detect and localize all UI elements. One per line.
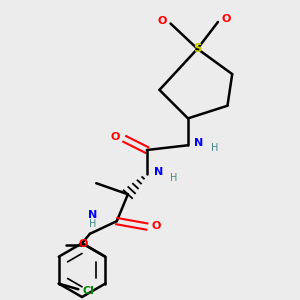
Text: N: N (194, 138, 204, 148)
Text: Cl: Cl (82, 286, 94, 296)
Text: O: O (158, 16, 167, 26)
Text: O: O (110, 132, 120, 142)
Text: H: H (170, 172, 177, 182)
Text: S: S (193, 42, 202, 55)
Text: H: H (211, 143, 218, 153)
Text: N: N (88, 210, 98, 220)
Text: O: O (79, 239, 88, 249)
Text: O: O (221, 14, 231, 24)
Text: N: N (154, 167, 164, 177)
Text: O: O (152, 221, 161, 231)
Text: H: H (89, 219, 97, 229)
